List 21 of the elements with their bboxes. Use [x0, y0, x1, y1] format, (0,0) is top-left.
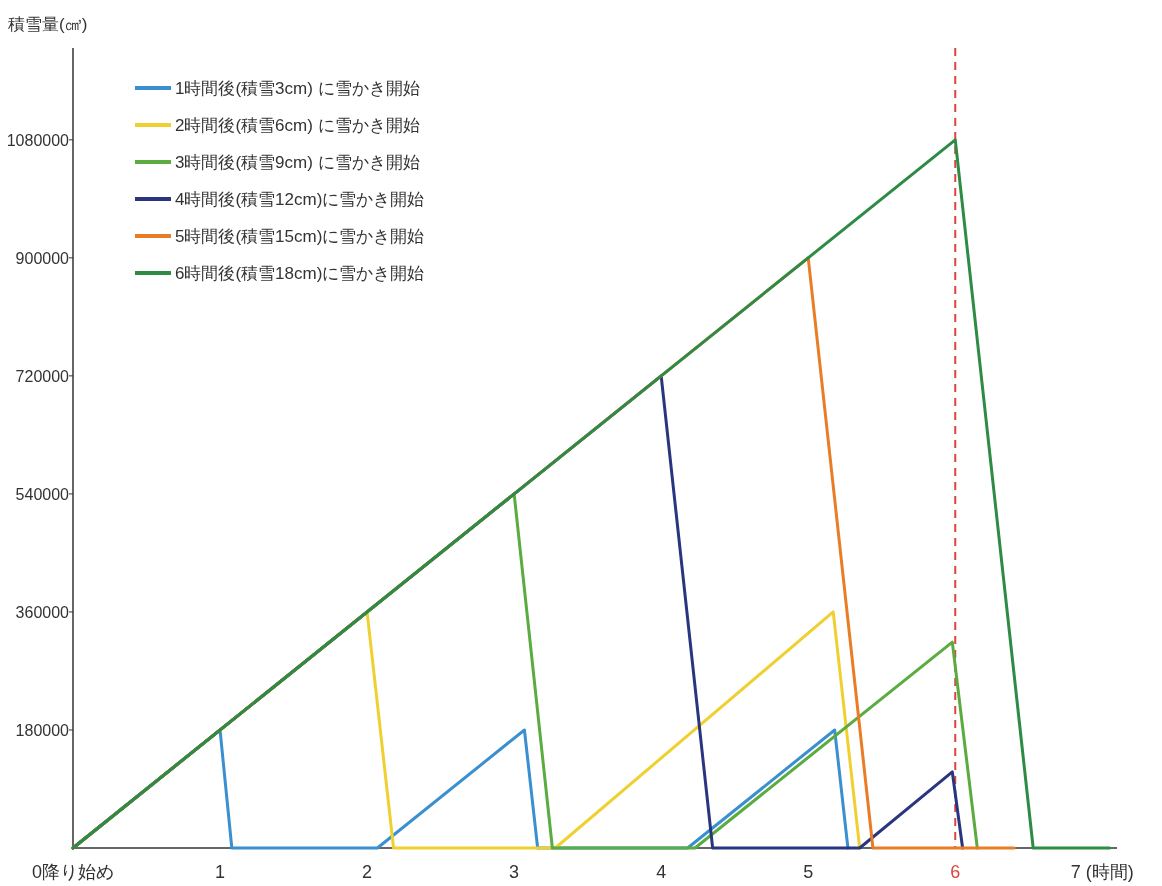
x-tick-label: 1: [215, 862, 226, 882]
y-tick-label: 720000: [15, 367, 70, 385]
x-tick-label: 7 (時間): [1070, 862, 1134, 882]
y-tick-label: 1080000: [6, 131, 70, 149]
x-tick-label: 4: [656, 862, 667, 882]
legend-label: 2時間後(積雪6cm) に雪かき開始: [175, 116, 420, 135]
x-tick-label: 2: [362, 862, 373, 882]
x-tick-label: 5: [803, 862, 814, 882]
y-axis-title: 積雪量(㎤): [8, 15, 88, 34]
legend-label: 5時間後(積雪15cm)に雪かき開始: [175, 227, 425, 246]
legend-label: 3時間後(積雪9cm) に雪かき開始: [175, 153, 420, 172]
y-tick-label: 900000: [15, 249, 70, 267]
legend-label: 4時間後(積雪12cm)に雪かき開始: [175, 190, 425, 209]
y-tick-label: 180000: [15, 721, 70, 739]
legend-label: 6時間後(積雪18cm)に雪かき開始: [175, 264, 425, 283]
legend-label: 1時間後(積雪3cm) に雪かき開始: [175, 79, 420, 98]
y-tick-label: 360000: [15, 603, 70, 621]
x-tick-label: 0降り始め: [31, 862, 115, 882]
x-tick-label: 3: [509, 862, 520, 882]
x-tick-label: 6: [950, 862, 961, 882]
y-tick-label: 540000: [15, 485, 70, 503]
